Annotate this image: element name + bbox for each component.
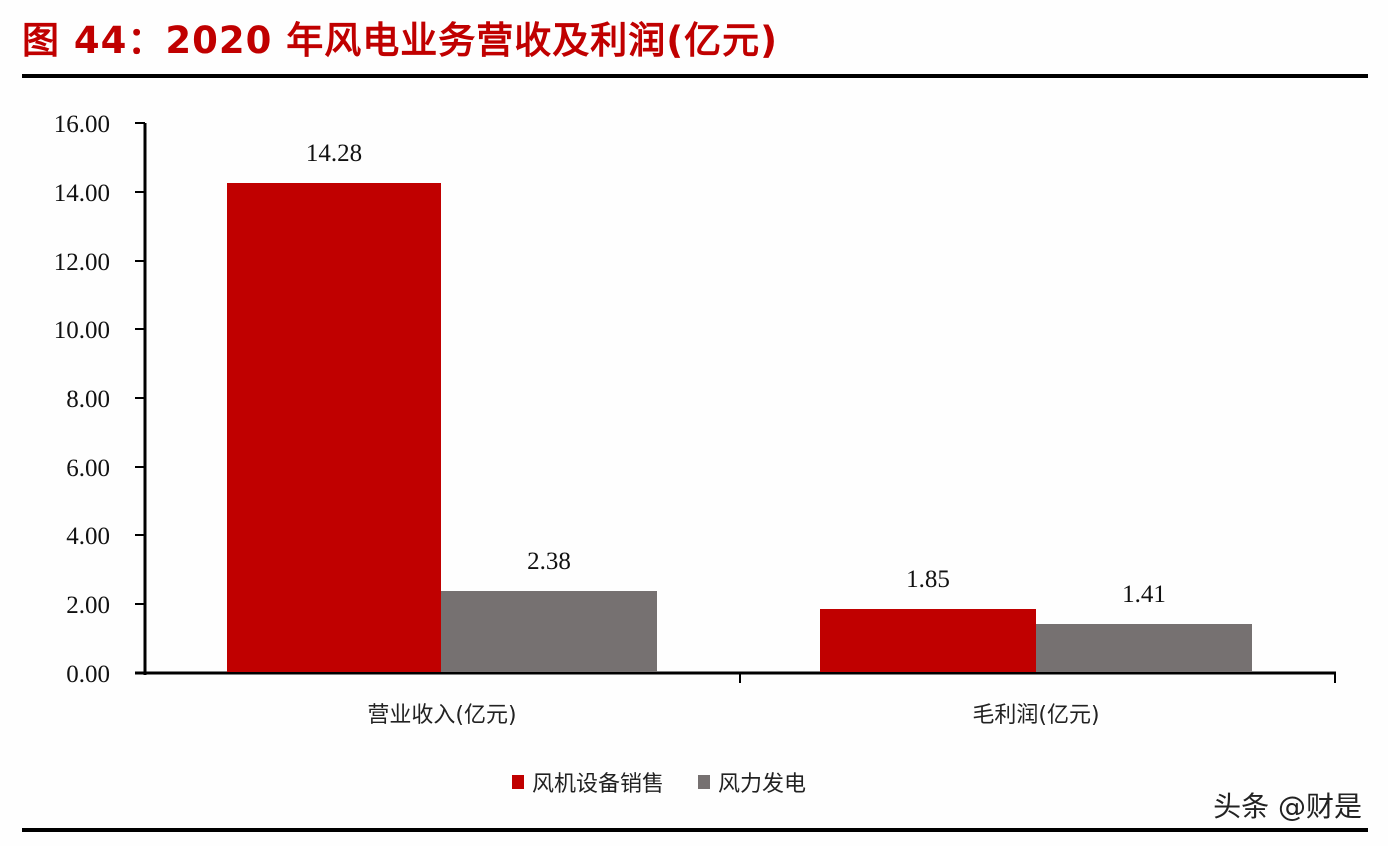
- bar-revenue-wind-power: [441, 591, 657, 672]
- x-category-label: 毛利润(亿元): [972, 703, 1100, 728]
- bar-profit-turbine-sales: [820, 609, 1036, 672]
- bar-profit-wind-power: [1036, 624, 1252, 672]
- top-divider: [22, 74, 1368, 78]
- chart-legend: 风机设备销售 风力发电: [512, 766, 840, 798]
- data-label: 14.28: [305, 140, 363, 167]
- y-tick-label: 2.00: [66, 592, 110, 619]
- y-tick-label: 16.00: [53, 111, 110, 138]
- data-label: 2.38: [527, 548, 571, 575]
- bar-revenue-turbine-sales: [227, 183, 441, 672]
- x-category-label: 营业收入(亿元): [367, 703, 517, 728]
- bottom-divider: [22, 828, 1368, 832]
- chart-title: 图 44：2020 年风电业务营收及利润(亿元): [22, 19, 779, 62]
- y-tick-label: 4.00: [66, 523, 110, 550]
- legend-label: 风力发电: [718, 772, 807, 797]
- y-tick-label: 8.00: [66, 386, 110, 413]
- legend-item-turbine-sales: 风机设备销售: [512, 766, 664, 798]
- legend-swatch-gray: [698, 775, 711, 789]
- data-label: 1.41: [1122, 581, 1166, 608]
- y-tick-label: 12.00: [53, 249, 110, 276]
- y-tick-label: 0.00: [66, 661, 110, 688]
- watermark: 头条 @财是: [1213, 790, 1362, 823]
- legend-label: 风机设备销售: [532, 772, 665, 797]
- legend-item-wind-power: 风力发电: [698, 766, 806, 798]
- y-tick-label: 14.00: [53, 180, 110, 207]
- y-tick-label: 6.00: [66, 455, 110, 482]
- legend-swatch-red: [512, 775, 524, 789]
- data-label: 1.85: [906, 566, 950, 593]
- y-tick-label: 10.00: [53, 317, 110, 344]
